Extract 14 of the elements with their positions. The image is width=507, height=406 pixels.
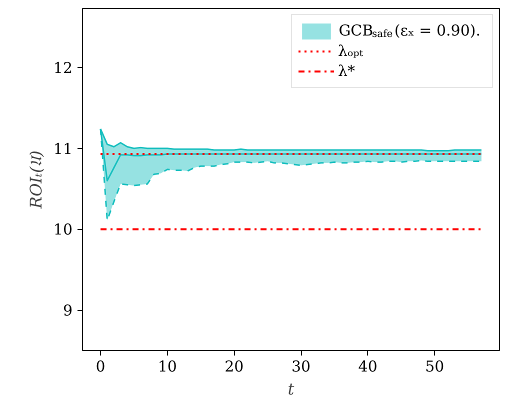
legend-label: λₒₚₜ xyxy=(338,41,364,61)
x-axis-title: t xyxy=(288,380,295,398)
x-tick-label: 20 xyxy=(224,358,244,376)
y-tick-label: 12 xyxy=(53,59,73,78)
y-tick-label: 9 xyxy=(62,302,73,320)
y-axis-title: ROIₜ(𝔘) xyxy=(26,150,46,210)
x-tick-label: 0 xyxy=(96,358,106,376)
x-tick-label: 50 xyxy=(425,358,444,376)
x-tick-label: 40 xyxy=(358,358,378,376)
legend-label: λ* xyxy=(338,61,356,81)
y-tick-label: 11 xyxy=(53,140,73,158)
y-tick-label: 10 xyxy=(53,220,73,239)
x-tick-label: 30 xyxy=(291,358,311,376)
x-tick-label: 10 xyxy=(158,358,177,376)
